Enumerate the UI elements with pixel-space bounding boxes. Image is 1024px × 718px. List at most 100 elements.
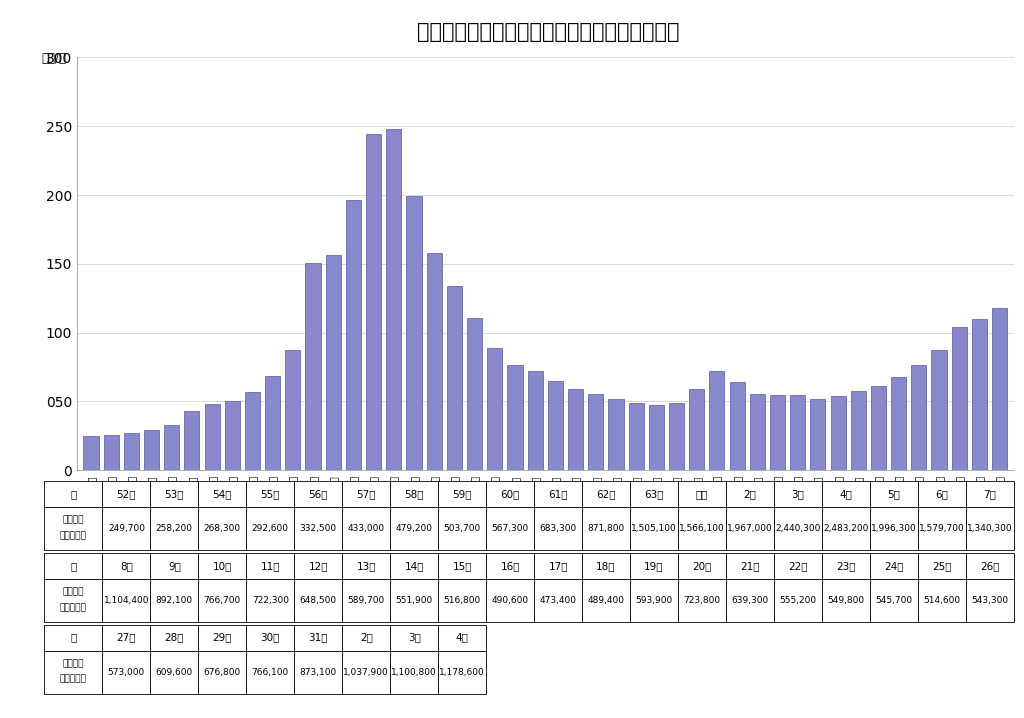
Text: 60年: 60年 <box>501 489 520 499</box>
Bar <box>124 434 139 470</box>
Text: 292,600: 292,600 <box>252 524 289 533</box>
Bar <box>972 319 987 470</box>
Bar <box>932 350 946 470</box>
Bar <box>992 308 1008 470</box>
Bar <box>305 264 321 470</box>
Text: 平均価格: 平均価格 <box>62 659 84 668</box>
Text: 1,178,600: 1,178,600 <box>439 668 485 676</box>
Text: 555,200: 555,200 <box>779 596 816 605</box>
Text: 23年: 23年 <box>837 561 856 571</box>
Bar <box>144 430 159 470</box>
Text: 766,100: 766,100 <box>252 668 289 676</box>
Bar <box>467 318 482 470</box>
Text: 573,000: 573,000 <box>108 668 145 676</box>
Text: 543,300: 543,300 <box>971 596 1009 605</box>
Text: 1,037,900: 1,037,900 <box>343 668 389 676</box>
Text: 1,566,100: 1,566,100 <box>679 524 725 533</box>
Text: 676,800: 676,800 <box>204 668 241 676</box>
Bar <box>770 395 785 470</box>
Text: 4年: 4年 <box>456 633 469 643</box>
Text: （円／㎡）: （円／㎡） <box>59 675 87 684</box>
Text: 648,500: 648,500 <box>300 596 337 605</box>
Text: 489,400: 489,400 <box>588 596 625 605</box>
Bar <box>224 401 240 470</box>
Bar <box>407 195 422 470</box>
Text: 490,600: 490,600 <box>492 596 528 605</box>
Bar <box>608 399 624 470</box>
Bar <box>205 404 220 470</box>
Text: 56年: 56年 <box>308 489 328 499</box>
Text: 593,900: 593,900 <box>635 596 673 605</box>
Bar <box>83 436 98 470</box>
Bar <box>245 392 260 470</box>
Text: 332,500: 332,500 <box>300 524 337 533</box>
Text: 479,200: 479,200 <box>395 524 433 533</box>
Text: 57年: 57年 <box>356 489 376 499</box>
Bar <box>184 411 200 470</box>
Bar <box>649 405 664 470</box>
Text: 503,700: 503,700 <box>443 524 481 533</box>
Bar <box>669 403 684 470</box>
Text: 27年: 27年 <box>117 633 136 643</box>
Text: 1,505,100: 1,505,100 <box>631 524 677 533</box>
Bar <box>588 394 603 470</box>
Bar <box>710 370 725 470</box>
Text: 平均価格: 平均価格 <box>62 516 84 524</box>
Text: 59年: 59年 <box>453 489 472 499</box>
Text: 589,700: 589,700 <box>347 596 385 605</box>
Text: 514,600: 514,600 <box>924 596 961 605</box>
Text: 766,700: 766,700 <box>204 596 241 605</box>
Text: 3年: 3年 <box>408 633 421 643</box>
Text: 5年: 5年 <box>888 489 900 499</box>
Text: 20年: 20年 <box>692 561 712 571</box>
Text: 1,996,300: 1,996,300 <box>871 524 916 533</box>
Text: 2,440,300: 2,440,300 <box>775 524 820 533</box>
Bar <box>326 255 341 470</box>
Text: 31年: 31年 <box>308 633 328 643</box>
Text: 26年: 26年 <box>980 561 999 571</box>
Text: 年: 年 <box>70 633 77 643</box>
Bar <box>870 386 886 470</box>
Bar <box>851 391 866 470</box>
Text: 1,967,000: 1,967,000 <box>727 524 773 533</box>
Text: 年: 年 <box>70 561 77 571</box>
Bar <box>446 286 462 470</box>
Text: 722,300: 722,300 <box>252 596 289 605</box>
Text: 1,340,300: 1,340,300 <box>967 524 1013 533</box>
Text: 30年: 30年 <box>260 633 280 643</box>
Text: 17年: 17年 <box>548 561 568 571</box>
Text: 723,800: 723,800 <box>683 596 721 605</box>
Text: 12年: 12年 <box>308 561 328 571</box>
Text: 3年: 3年 <box>792 489 804 499</box>
Text: 53年: 53年 <box>165 489 184 499</box>
Text: 1,100,800: 1,100,800 <box>391 668 437 676</box>
Text: 8年: 8年 <box>120 561 133 571</box>
Bar <box>103 435 119 470</box>
Text: 7年: 7年 <box>983 489 996 499</box>
Text: 549,800: 549,800 <box>827 596 864 605</box>
Bar <box>366 134 381 470</box>
Text: 473,400: 473,400 <box>540 596 577 605</box>
Text: 1,104,400: 1,104,400 <box>103 596 150 605</box>
Text: 9年: 9年 <box>168 561 181 571</box>
Text: 24年: 24年 <box>884 561 903 571</box>
Bar <box>527 371 543 470</box>
Bar <box>911 365 927 470</box>
Text: 25年: 25年 <box>932 561 951 571</box>
Text: 249,700: 249,700 <box>108 524 144 533</box>
Text: 871,800: 871,800 <box>588 524 625 533</box>
Text: 873,100: 873,100 <box>300 668 337 676</box>
Text: 516,800: 516,800 <box>443 596 481 605</box>
Text: 21年: 21年 <box>740 561 760 571</box>
Text: （円／㎡）: （円／㎡） <box>59 603 87 612</box>
Bar <box>891 377 906 470</box>
Text: 19年: 19年 <box>644 561 664 571</box>
Text: 2年: 2年 <box>359 633 373 643</box>
Text: 2年: 2年 <box>743 489 757 499</box>
Text: 62年: 62年 <box>596 489 615 499</box>
Text: 2,483,200: 2,483,200 <box>823 524 868 533</box>
Bar <box>346 200 361 470</box>
Text: 14年: 14年 <box>404 561 424 571</box>
Text: 61年: 61年 <box>548 489 568 499</box>
Bar <box>508 365 522 470</box>
